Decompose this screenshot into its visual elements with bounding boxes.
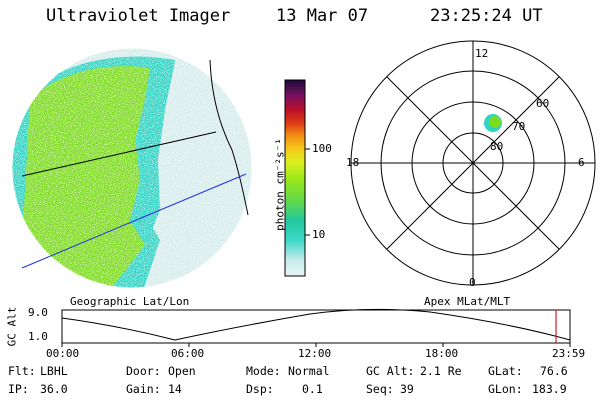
auroral-blob bbox=[484, 114, 502, 132]
lat-label-60: 60 bbox=[536, 97, 550, 110]
seq-label: Seq: bbox=[366, 382, 394, 396]
mode-value: Normal bbox=[288, 364, 330, 378]
polar-plot bbox=[350, 40, 596, 286]
mode-label: Mode: bbox=[246, 364, 281, 378]
terminator-line bbox=[209, 59, 249, 216]
apex-caption: Apex MLat/MLT bbox=[424, 295, 511, 308]
time-label: 23:25:24 UT bbox=[430, 6, 543, 26]
colorbar-tick-label-100: 100 bbox=[312, 142, 332, 155]
y-tick-1: 1.0 bbox=[28, 330, 48, 343]
gc-alt-value: 2.1 Re bbox=[420, 364, 462, 378]
lat-label-70: 70 bbox=[512, 120, 526, 133]
door-label: Door: bbox=[126, 364, 161, 378]
x-tick-0600: 06:00 bbox=[171, 347, 205, 360]
earth-image bbox=[12, 48, 252, 288]
filter-value: LBHL bbox=[40, 364, 68, 378]
x-tick-1200: 12:00 bbox=[298, 347, 332, 360]
colorbar-label: photon cm⁻²s⁻¹ bbox=[273, 138, 287, 231]
gain-label: Gain: bbox=[126, 382, 161, 396]
glat-label: GLat: bbox=[488, 364, 523, 378]
gain-value: 14 bbox=[168, 382, 182, 396]
mlt-label-6: 6 bbox=[578, 156, 585, 169]
mlt-label-0: 0 bbox=[469, 276, 476, 289]
filter-label: Flt: bbox=[8, 364, 36, 378]
colorbar bbox=[284, 79, 306, 277]
dsp-label: Dsp: bbox=[246, 382, 274, 396]
x-tick-1800: 18:00 bbox=[425, 347, 459, 360]
mlt-label-18: 18 bbox=[346, 156, 360, 169]
gc-alt-label: GC Alt: bbox=[366, 364, 415, 378]
gc-alt-axis-label: GC Alt bbox=[5, 306, 19, 347]
glon-label: GLon: bbox=[488, 382, 523, 396]
ip-value: 36.0 bbox=[40, 382, 68, 396]
x-tick-0000: 00:00 bbox=[46, 347, 80, 360]
timeline-ticks bbox=[61, 343, 571, 347]
altitude-curve bbox=[61, 308, 571, 341]
geographic-caption: Geographic Lat/Lon bbox=[70, 295, 190, 308]
dsp-value: 0.1 bbox=[302, 382, 323, 396]
door-value: Open bbox=[168, 364, 196, 378]
glon-value: 183.9 bbox=[532, 382, 567, 396]
ip-label: IP: bbox=[8, 382, 29, 396]
date-label: 13 Mar 07 bbox=[276, 6, 369, 26]
latitude-line-blue bbox=[21, 173, 247, 269]
latitude-line-black bbox=[21, 131, 217, 177]
x-tick-2359: 23:59 bbox=[552, 347, 586, 360]
seq-value: 39 bbox=[400, 382, 414, 396]
page-title: Ultraviolet Imager bbox=[46, 6, 231, 26]
mlt-label-12: 12 bbox=[475, 47, 489, 60]
timeline-frame bbox=[61, 309, 571, 344]
earth-limb bbox=[11, 47, 253, 289]
colorbar-tick-label-10: 10 bbox=[312, 228, 326, 241]
y-tick-9: 9.0 bbox=[28, 306, 48, 319]
lat-label-80: 80 bbox=[490, 140, 504, 153]
glat-value: 76.6 bbox=[540, 364, 568, 378]
